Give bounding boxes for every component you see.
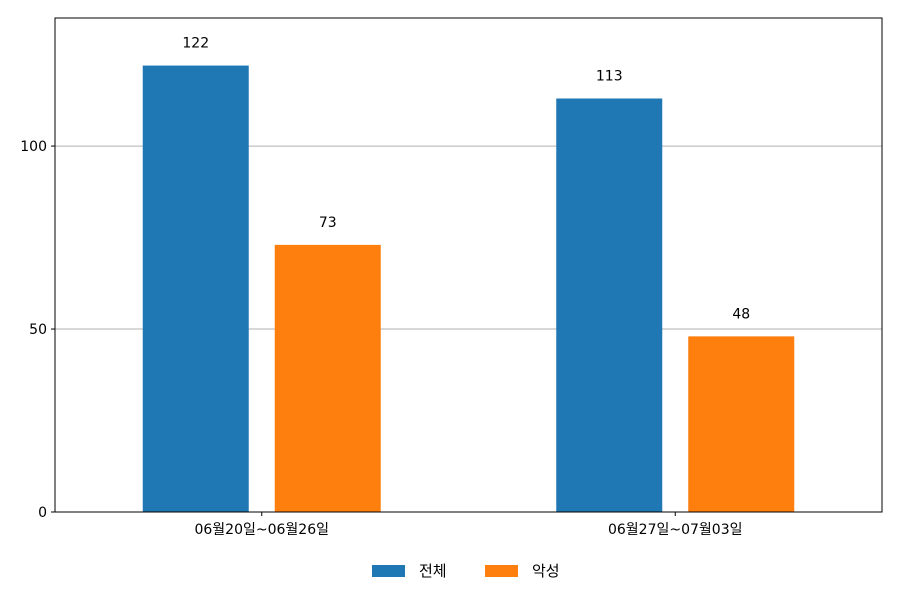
legend[interactable]: 전체 악성 (372, 562, 560, 580)
bars (142, 65, 795, 513)
data-labels: 122 73 113 48 (182, 36, 750, 323)
bar[interactable] (274, 244, 381, 512)
bar-value-label: 48 (732, 306, 750, 322)
y-axis: 0 50 100 (20, 139, 55, 521)
bar[interactable] (142, 65, 249, 512)
legend-swatch (485, 565, 518, 577)
bar[interactable] (556, 98, 663, 513)
bar-value-label: 73 (319, 215, 337, 231)
bar-value-label: 122 (182, 36, 209, 52)
y-tick-label: 100 (20, 139, 47, 155)
x-tick-label: 06월20일~06월26일 (194, 522, 329, 538)
legend-swatch (372, 565, 405, 577)
bar[interactable] (688, 336, 795, 512)
y-tick-label: 50 (29, 322, 47, 338)
legend-label: 악성 (532, 562, 560, 580)
legend-label: 전체 (419, 562, 447, 580)
x-tick-label: 06월27일~07월03일 (608, 522, 743, 538)
bar-value-label: 113 (596, 69, 623, 85)
x-axis: 06월20일~06월26일 06월27일~07월03일 (194, 512, 743, 538)
plot-frame (54, 17, 883, 513)
y-tick-label: 0 (38, 505, 47, 521)
